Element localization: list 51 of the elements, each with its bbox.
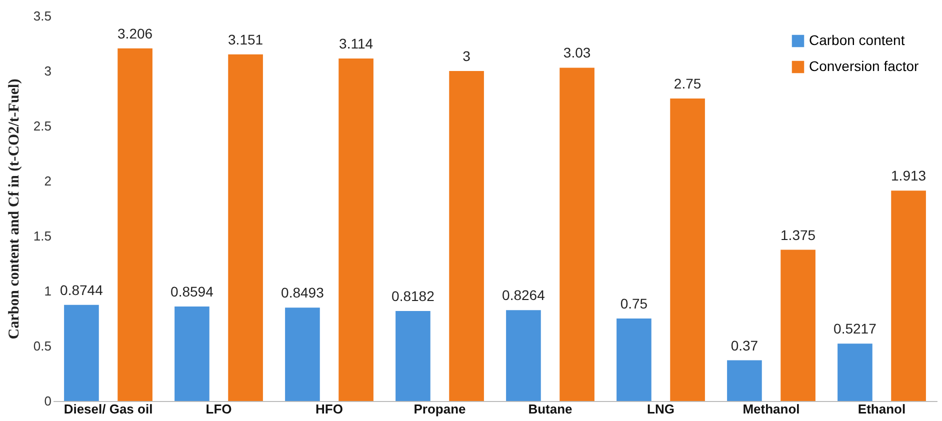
data-label: 3.151 (228, 31, 264, 48)
y-tick-label: 2.5 (33, 118, 52, 134)
bar (449, 71, 484, 401)
x-tick-label: Methanol (742, 402, 800, 416)
bar (285, 308, 320, 401)
y-tick-label: 2 (44, 174, 52, 188)
y-tick-label: 0.5 (33, 338, 52, 354)
bar (396, 311, 430, 401)
legend-label: Carbon content (809, 32, 905, 48)
x-tick-label: LNG (647, 402, 674, 416)
data-label: 0.8594 (170, 283, 214, 300)
bar (560, 68, 594, 401)
data-label: 0.8493 (281, 284, 324, 301)
bar (780, 250, 816, 401)
bar (228, 54, 263, 401)
bar (506, 310, 541, 401)
y-axis-title: Carbon content and Cf in (t-CO2/t-Fuel) (6, 78, 22, 340)
x-tick-label: Diesel/ Gas oil (64, 402, 153, 416)
bar (64, 304, 99, 401)
data-label: 1.375 (780, 226, 816, 243)
bar (174, 306, 210, 401)
data-label: 0.75 (620, 296, 648, 312)
x-tick-label: Propane (414, 402, 466, 416)
y-tick-label: 1.5 (33, 228, 52, 244)
data-label: 0.37 (730, 337, 758, 354)
bar (338, 58, 374, 401)
bar (891, 190, 926, 401)
bar (838, 344, 872, 401)
y-tick-label: 1 (44, 284, 52, 298)
bar (616, 318, 652, 401)
data-label: 0.8744 (60, 282, 104, 298)
x-tick-label: Butane (528, 402, 572, 416)
data-label: 0.8182 (392, 288, 435, 304)
bar (727, 360, 762, 401)
y-tick-label: 3 (44, 64, 52, 78)
bar (670, 98, 705, 401)
bar (118, 48, 152, 401)
data-label: 3 (462, 48, 471, 64)
data-label: 0.5217 (834, 320, 877, 337)
data-label: 3.206 (118, 25, 153, 42)
x-tick-label: Ethanol (858, 402, 906, 416)
x-tick-label: HFO (316, 402, 343, 416)
legend-label: Conversion factor (809, 58, 920, 74)
y-tick-label: 3.5 (33, 8, 52, 24)
data-label: 3.03 (563, 44, 591, 61)
data-label: 0.8264 (502, 287, 546, 304)
data-label: 3.114 (339, 35, 374, 52)
data-label: 2.75 (674, 76, 702, 92)
data-label: 1.913 (891, 168, 926, 184)
x-tick-label: LFO (206, 402, 232, 416)
y-tick-label: 0 (44, 394, 52, 408)
